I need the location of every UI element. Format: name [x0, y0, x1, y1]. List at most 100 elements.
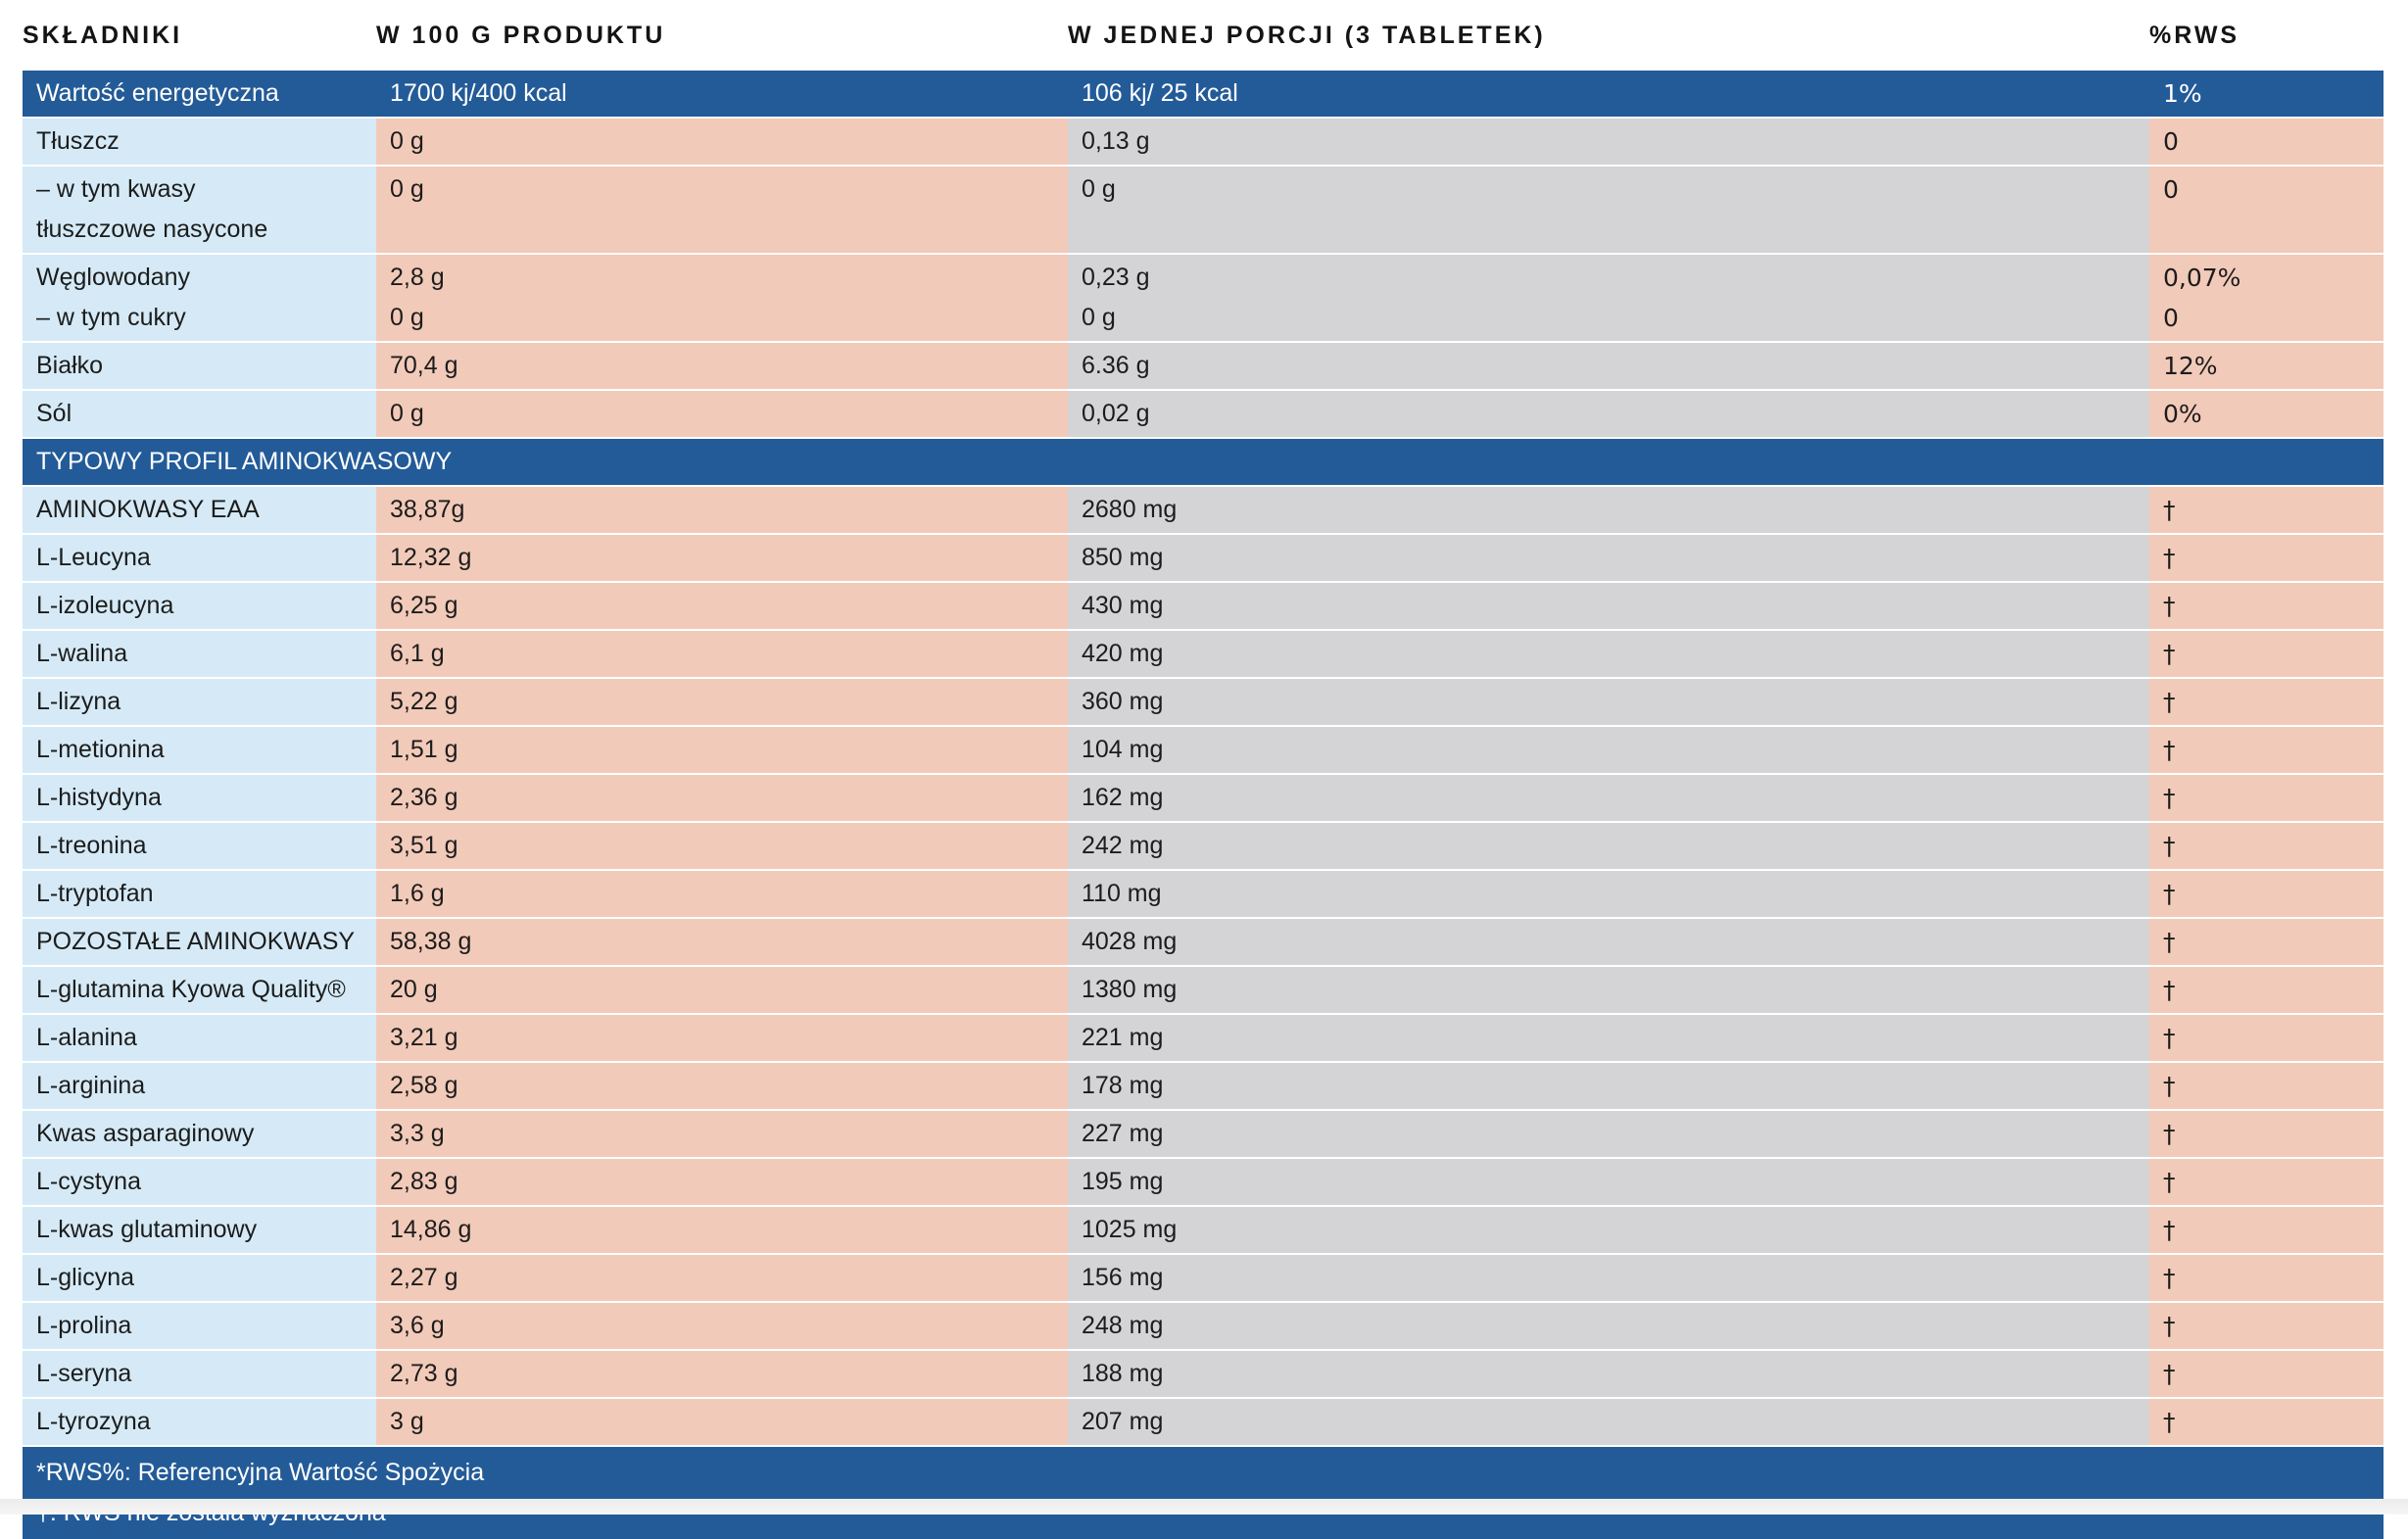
ingredient-name: Tłuszcz — [23, 119, 376, 165]
per-portion-value: 221 mg — [1068, 1015, 2149, 1061]
header-per-100g: W 100 G PRODUKTU — [376, 21, 666, 49]
rws-value: † — [2149, 1063, 2384, 1109]
per-portion-value: 162 mg — [1068, 775, 2149, 821]
rws-value: † — [2149, 1015, 2384, 1061]
per-portion-value: 430 mg — [1068, 583, 2149, 629]
header-ingredients: SKŁADNIKI — [23, 21, 183, 49]
rws-value: 1% — [2149, 71, 2384, 117]
per-100g-value: 5,22 g — [376, 679, 1068, 725]
rws-value: 0% — [2149, 391, 2384, 437]
ingredient-name: L-seryna — [23, 1351, 376, 1397]
per-100g-value: 70,4 g — [376, 343, 1068, 389]
rws-value: † — [2149, 919, 2384, 965]
ingredient-name: Białko — [23, 343, 376, 389]
per-100g-value: 3,6 g — [376, 1303, 1068, 1349]
rws-value: † — [2149, 631, 2384, 677]
table-row: L-kwas glutaminowy 14,86 g 1025 mg † — [23, 1207, 2384, 1255]
header-per-portion: W JEDNEJ PORCJI (3 TABLETEK) — [1068, 21, 1546, 49]
rws-value: † — [2149, 1111, 2384, 1157]
table-row: Białko 70,4 g 6.36 g 12% — [23, 343, 2384, 391]
table-row: Kwas asparaginowy 3,3 g 227 mg † — [23, 1111, 2384, 1159]
ingredient-name: L-treonina — [23, 823, 376, 869]
per-portion-value: 178 mg — [1068, 1063, 2149, 1109]
per-100g-value: 2,36 g — [376, 775, 1068, 821]
per-100g-value: 1,6 g — [376, 871, 1068, 917]
rws-value: † — [2149, 727, 2384, 773]
ingredient-name: Kwas asparaginowy — [23, 1111, 376, 1157]
rws-value: † — [2149, 1303, 2384, 1349]
per-portion-value: 188 mg — [1068, 1351, 2149, 1397]
amino-profile-heading: TYPOWY PROFIL AMINOKWASOWY — [23, 439, 2384, 487]
table-row: Sól 0 g 0,02 g 0% — [23, 391, 2384, 439]
table-row: L-tryptofan 1,6 g 110 mg † — [23, 871, 2384, 919]
ingredient-name: L-izoleucyna — [23, 583, 376, 629]
per-portion-value: 156 mg — [1068, 1255, 2149, 1301]
per-100g-value: 6,25 g — [376, 583, 1068, 629]
table-row: POZOSTAŁE AMINOKWASY 58,38 g 4028 mg † — [23, 919, 2384, 967]
table-row: L-cystyna 2,83 g 195 mg † — [23, 1159, 2384, 1207]
per-100g-value: 3,51 g — [376, 823, 1068, 869]
rws-value: † — [2149, 535, 2384, 581]
per-100g-value: 0 g — [376, 167, 1068, 253]
per-100g-value: 0 g — [376, 391, 1068, 437]
per-portion-value: 4028 mg — [1068, 919, 2149, 965]
table-row: L-metionina 1,51 g 104 mg † — [23, 727, 2384, 775]
per-100g-value: 3 g — [376, 1399, 1068, 1445]
table-row: L-izoleucyna 6,25 g 430 mg † — [23, 583, 2384, 631]
ingredient-name: AMINOKWASY EAA — [23, 487, 376, 533]
ingredient-name: Wartość energetyczna — [23, 71, 376, 117]
rws-value: † — [2149, 823, 2384, 869]
footer-rws-definition: *RWS%: Referencyjna Wartość Spożycia — [36, 1459, 485, 1486]
table-row: L-glutamina Kyowa Quality® 20 g 1380 mg † — [23, 967, 2384, 1015]
per-portion-value: 104 mg — [1068, 727, 2149, 773]
per-100g-value: 6,1 g — [376, 631, 1068, 677]
ingredient-name: L-tyrozyna — [23, 1399, 376, 1445]
bottom-shadow — [0, 1499, 2408, 1515]
nutrition-values-group: Wartość energetyczna 1700 kj/400 kcal 106 … — [23, 71, 2384, 439]
per-portion-value: 242 mg — [1068, 823, 2149, 869]
per-portion-value: 360 mg — [1068, 679, 2149, 725]
table-row: AMINOKWASY EAA 38,87g 2680 mg † — [23, 487, 2384, 535]
ingredient-name: L-kwas glutaminowy — [23, 1207, 376, 1253]
ingredient-name: L-glutamina Kyowa Quality® — [23, 967, 376, 1013]
rws-value: 12% — [2149, 343, 2384, 389]
ingredient-name: L-tryptofan — [23, 871, 376, 917]
ingredient-name: Węglowodany – w tym cukry — [23, 255, 376, 341]
per-100g-value: 2,27 g — [376, 1255, 1068, 1301]
rws-value: 0 — [2149, 119, 2384, 165]
rws-value: † — [2149, 1207, 2384, 1253]
rws-value: † — [2149, 871, 2384, 917]
per-100g-value: 38,87g — [376, 487, 1068, 533]
table-row: L-seryna 2,73 g 188 mg † — [23, 1351, 2384, 1399]
rws-value: † — [2149, 679, 2384, 725]
per-100g-value: 12,32 g — [376, 535, 1068, 581]
per-portion-value: 248 mg — [1068, 1303, 2149, 1349]
table-row: L-treonina 3,51 g 242 mg † — [23, 823, 2384, 871]
ingredient-name: POZOSTAŁE AMINOKWASY — [23, 919, 376, 965]
table-row: L-histydyna 2,36 g 162 mg † — [23, 775, 2384, 823]
rws-value: 0 — [2149, 167, 2384, 253]
per-portion-value: 1380 mg — [1068, 967, 2149, 1013]
per-portion-value: 2680 mg — [1068, 487, 2149, 533]
per-portion-value: 207 mg — [1068, 1399, 2149, 1445]
ingredient-name: L-histydyna — [23, 775, 376, 821]
per-100g-value: 3,21 g — [376, 1015, 1068, 1061]
table-row: L-alanina 3,21 g 221 mg † — [23, 1015, 2384, 1063]
per-100g-value: 14,86 g — [376, 1207, 1068, 1253]
table-row: L-lizyna 5,22 g 360 mg † — [23, 679, 2384, 727]
per-portion-value: 110 mg — [1068, 871, 2149, 917]
ingredient-name: – w tym kwasy tłuszczowe nasycone — [23, 167, 376, 253]
per-portion-value: 6.36 g — [1068, 343, 2149, 389]
per-100g-value: 1700 kj/400 kcal — [376, 71, 1068, 117]
table-header: SKŁADNIKI W 100 G PRODUKTU W JEDNEJ PORC… — [23, 0, 2384, 71]
ingredient-name: L-prolina — [23, 1303, 376, 1349]
table-row: L-walina 6,1 g 420 mg † — [23, 631, 2384, 679]
rws-value: † — [2149, 487, 2384, 533]
per-portion-value: 1025 mg — [1068, 1207, 2149, 1253]
table-row: Wartość energetyczna 1700 kj/400 kcal 106 … — [23, 71, 2384, 119]
per-100g-value: 1,51 g — [376, 727, 1068, 773]
ingredient-name: L-glicyna — [23, 1255, 376, 1301]
